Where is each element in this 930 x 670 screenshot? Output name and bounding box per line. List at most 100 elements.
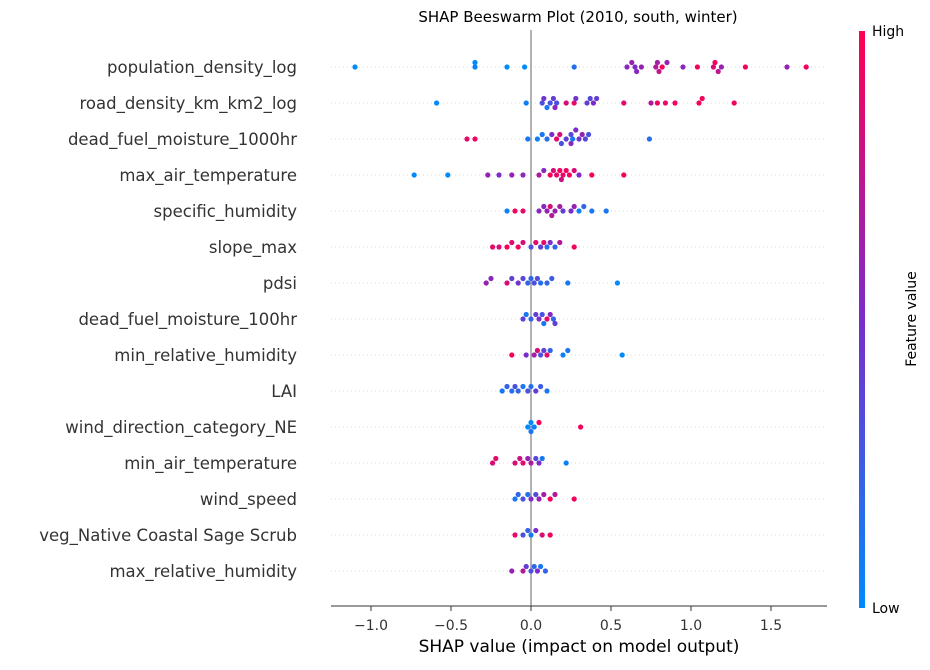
data-point — [715, 68, 721, 75]
data-point — [539, 100, 545, 106]
data-point — [558, 140, 565, 147]
data-point — [515, 388, 521, 394]
data-point — [680, 64, 686, 70]
data-point — [624, 64, 630, 70]
data-point — [536, 172, 542, 178]
data-point — [523, 100, 529, 106]
data-point — [544, 136, 550, 142]
data-point — [646, 136, 653, 142]
data-point — [520, 208, 526, 214]
data-point — [536, 496, 542, 502]
data-point — [653, 64, 659, 70]
data-point — [552, 104, 558, 111]
data-point — [504, 280, 510, 286]
row-guides — [331, 66, 827, 572]
data-point — [520, 239, 526, 246]
data-point — [550, 316, 557, 322]
data-point — [565, 280, 571, 286]
data-point — [544, 104, 550, 111]
data-point — [523, 563, 529, 570]
data-point — [539, 131, 545, 138]
data-point — [552, 208, 558, 214]
data-point — [672, 100, 678, 106]
data-point — [563, 167, 569, 174]
data-point — [533, 239, 539, 246]
data-point — [621, 172, 627, 178]
data-point — [528, 316, 534, 322]
data-point — [504, 383, 510, 390]
data-point — [576, 172, 582, 178]
data-point — [490, 460, 496, 466]
data-point — [552, 320, 558, 327]
data-point — [520, 496, 526, 502]
data-point — [634, 68, 640, 75]
data-point — [522, 64, 528, 70]
colorbar-axis-label: Feature value — [904, 271, 920, 367]
data-point — [582, 136, 589, 142]
data-point — [512, 208, 518, 214]
feature-label: population_density_log — [107, 58, 297, 78]
data-point — [485, 172, 491, 178]
data-point — [411, 172, 417, 178]
data-point — [554, 172, 560, 178]
data-point — [557, 167, 563, 174]
data-point — [541, 239, 547, 246]
data-point — [520, 172, 526, 178]
data-point — [534, 568, 541, 574]
data-point — [621, 100, 627, 106]
data-point — [654, 59, 661, 66]
data-point — [472, 64, 478, 70]
data-point — [531, 424, 537, 430]
data-point — [525, 424, 531, 430]
data-point — [525, 388, 531, 394]
feature-label: wind_speed — [200, 490, 297, 510]
data-point — [534, 136, 541, 142]
feature-label: dead_fuel_moisture_100hr — [78, 310, 297, 330]
data-point — [544, 388, 550, 394]
data-point — [528, 428, 534, 435]
data-point — [528, 419, 534, 426]
data-point — [710, 64, 717, 70]
data-point — [534, 275, 541, 282]
data-point — [544, 208, 550, 214]
data-point — [563, 136, 569, 142]
data-point — [568, 131, 574, 138]
data-point — [434, 100, 440, 106]
data-point — [528, 383, 534, 390]
data-point — [576, 208, 582, 214]
data-point — [547, 172, 553, 178]
data-point — [509, 239, 515, 246]
data-point — [533, 491, 539, 498]
data-point — [560, 208, 566, 214]
feature-label: max_air_temperature — [119, 166, 297, 186]
data-point — [490, 244, 496, 250]
data-point — [549, 212, 555, 219]
data-point — [563, 460, 569, 466]
data-point — [512, 532, 518, 538]
data-point — [528, 568, 534, 574]
data-point — [525, 280, 531, 286]
data-point — [512, 496, 518, 502]
data-point — [554, 136, 560, 142]
x-tick-label: −1.0 — [354, 618, 388, 634]
data-point — [528, 460, 534, 466]
x-axis-label: SHAP value (impact on model output) — [419, 637, 740, 657]
feature-label: LAI — [271, 382, 297, 401]
data-point — [538, 383, 544, 390]
colorbar — [859, 31, 865, 608]
data-point — [560, 172, 566, 178]
data-point — [536, 208, 542, 214]
data-point — [576, 136, 582, 142]
data-point — [515, 244, 521, 250]
data-point — [525, 527, 531, 534]
data-point — [568, 208, 574, 214]
data-point — [614, 280, 621, 286]
data-point — [504, 244, 510, 250]
data-point — [587, 95, 593, 102]
data-point — [525, 491, 531, 498]
data-point — [509, 388, 515, 394]
colorbar-high-label: High — [872, 24, 904, 40]
data-point — [547, 532, 553, 538]
data-point — [557, 203, 563, 210]
